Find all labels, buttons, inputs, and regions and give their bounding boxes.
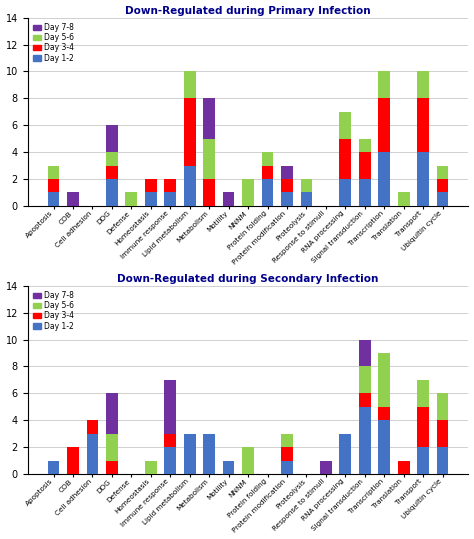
Bar bbox=[359, 179, 371, 206]
Bar bbox=[437, 165, 448, 179]
Bar bbox=[378, 353, 390, 407]
Bar bbox=[417, 72, 429, 98]
Bar bbox=[223, 460, 235, 474]
Bar bbox=[48, 460, 59, 474]
Bar bbox=[378, 407, 390, 420]
Bar bbox=[145, 460, 156, 474]
Bar bbox=[106, 460, 118, 474]
Bar bbox=[359, 139, 371, 152]
Bar bbox=[164, 447, 176, 474]
Legend: Day 7-8, Day 5-6, Day 3-4, Day 1-2: Day 7-8, Day 5-6, Day 3-4, Day 1-2 bbox=[31, 22, 75, 64]
Bar bbox=[301, 179, 312, 192]
Bar bbox=[184, 434, 196, 474]
Bar bbox=[437, 179, 448, 192]
Bar bbox=[87, 420, 98, 434]
Bar bbox=[417, 98, 429, 152]
Bar bbox=[48, 179, 59, 192]
Bar bbox=[359, 152, 371, 179]
Bar bbox=[417, 152, 429, 206]
Bar bbox=[164, 434, 176, 447]
Bar bbox=[437, 393, 448, 420]
Bar bbox=[359, 340, 371, 367]
Bar bbox=[437, 447, 448, 474]
Bar bbox=[281, 192, 293, 206]
Bar bbox=[67, 192, 79, 206]
Bar bbox=[145, 192, 156, 206]
Bar bbox=[281, 460, 293, 474]
Bar bbox=[339, 179, 351, 206]
Bar bbox=[359, 367, 371, 393]
Bar bbox=[437, 420, 448, 447]
Bar bbox=[48, 165, 59, 179]
Bar bbox=[437, 192, 448, 206]
Title: Down-Regulated during Secondary Infection: Down-Regulated during Secondary Infectio… bbox=[118, 274, 379, 284]
Bar bbox=[320, 460, 332, 474]
Bar bbox=[164, 380, 176, 434]
Bar bbox=[223, 192, 235, 206]
Bar bbox=[164, 179, 176, 192]
Bar bbox=[203, 179, 215, 206]
Bar bbox=[106, 165, 118, 179]
Bar bbox=[378, 98, 390, 152]
Bar bbox=[417, 447, 429, 474]
Bar bbox=[378, 420, 390, 474]
Bar bbox=[48, 192, 59, 206]
Bar bbox=[398, 192, 410, 206]
Bar bbox=[417, 407, 429, 447]
Bar bbox=[378, 72, 390, 98]
Bar bbox=[339, 112, 351, 139]
Bar bbox=[106, 393, 118, 434]
Bar bbox=[417, 380, 429, 407]
Bar bbox=[242, 179, 254, 206]
Bar bbox=[106, 152, 118, 165]
Bar bbox=[106, 434, 118, 460]
Legend: Day 7-8, Day 5-6, Day 3-4, Day 1-2: Day 7-8, Day 5-6, Day 3-4, Day 1-2 bbox=[31, 289, 75, 332]
Bar bbox=[184, 165, 196, 206]
Bar bbox=[398, 460, 410, 474]
Bar bbox=[281, 165, 293, 179]
Bar bbox=[378, 152, 390, 206]
Bar bbox=[359, 393, 371, 407]
Bar bbox=[262, 152, 273, 165]
Bar bbox=[242, 447, 254, 474]
Bar bbox=[203, 434, 215, 474]
Title: Down-Regulated during Primary Infection: Down-Regulated during Primary Infection bbox=[125, 5, 371, 16]
Bar bbox=[359, 407, 371, 474]
Bar bbox=[106, 179, 118, 206]
Bar bbox=[281, 447, 293, 460]
Bar bbox=[67, 447, 79, 474]
Bar bbox=[203, 139, 215, 179]
Bar bbox=[164, 192, 176, 206]
Bar bbox=[203, 98, 215, 139]
Bar bbox=[262, 165, 273, 179]
Bar bbox=[281, 179, 293, 192]
Bar bbox=[301, 192, 312, 206]
Bar bbox=[106, 125, 118, 152]
Bar bbox=[184, 98, 196, 165]
Bar bbox=[145, 179, 156, 192]
Bar bbox=[184, 72, 196, 98]
Bar bbox=[126, 192, 137, 206]
Bar bbox=[281, 434, 293, 447]
Bar bbox=[87, 434, 98, 474]
Bar bbox=[339, 139, 351, 179]
Bar bbox=[339, 434, 351, 474]
Bar bbox=[262, 179, 273, 206]
